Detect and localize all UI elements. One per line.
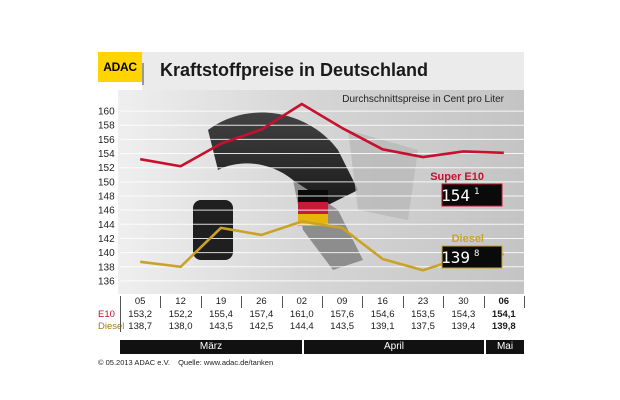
- legend-e10-decimal: 1: [474, 187, 479, 197]
- table-date-cell: 09: [336, 296, 348, 307]
- table-e10-cell: 157,4: [249, 309, 274, 320]
- title-bar: Kraftstoffpreise in Deutschland: [142, 52, 524, 90]
- legend-diesel-value: 139: [441, 248, 470, 267]
- legend-diesel-label: Diesel: [452, 233, 484, 245]
- y-tick-label: 136: [98, 276, 115, 287]
- column-separator: [402, 296, 404, 308]
- y-tick-label: 160: [98, 107, 115, 118]
- table-e10-cell: 154,6: [370, 309, 395, 320]
- y-tick-label: 150: [98, 177, 115, 188]
- column-separator: [160, 296, 162, 308]
- footer-source: Quelle: www.adac.de/tanken: [178, 358, 274, 367]
- table-e10-cell: 153,5: [411, 309, 435, 320]
- month-mai: Mai: [486, 340, 524, 354]
- table-row-e10: E10 153,2 152,2 155,4 157,4 161,0 157,6 154,6 1…: [98, 309, 524, 321]
- table-diesel-cell: 139,8: [491, 321, 516, 332]
- table-date-cell: 23: [417, 296, 429, 307]
- table-diesel-cell: 143,5: [209, 321, 233, 332]
- legend-e10-value: 154: [441, 186, 470, 205]
- month-april: April: [304, 340, 484, 354]
- table-row-dates: 05 12 19 26 02 09 16 23 30 06: [98, 296, 524, 308]
- table-e10-cell: 155,4: [209, 309, 233, 320]
- y-tick-label: 146: [98, 206, 115, 217]
- table-e10-cell: 154,3: [451, 309, 476, 320]
- column-separator: [362, 296, 364, 308]
- legend-e10-label: Super E10: [430, 171, 484, 183]
- table-diesel-cell: 137,5: [411, 321, 435, 332]
- table-diesel-cell: 144,4: [289, 321, 314, 332]
- adac-logo: ADAC: [98, 52, 142, 82]
- table-diesel-cell: 138,7: [128, 321, 153, 332]
- y-tick-label: 158: [98, 121, 115, 132]
- y-tick-label: 142: [98, 234, 115, 245]
- table-date-cell: 30: [458, 296, 469, 307]
- price-chart: 136138140142144146148150152154156158160 …: [98, 90, 524, 294]
- y-tick-label: 156: [98, 135, 115, 146]
- row-label-diesel: Diesel: [98, 321, 125, 332]
- y-tick-label: 144: [98, 220, 115, 231]
- column-separator: [241, 296, 243, 308]
- table-diesel-cell: 142,5: [249, 321, 274, 332]
- table-e10-cell: 157,6: [330, 309, 355, 320]
- chart-card: ADAC Kraftstoffpreise in Deutschland: [98, 52, 525, 382]
- column-separator: [322, 296, 323, 308]
- column-separator: [443, 296, 445, 308]
- table-date-cell: 16: [377, 296, 388, 307]
- title-divider: [142, 63, 144, 85]
- y-axis-ticks: 136 138 140 142 144 146 148 150 152 154 156 158 160: [98, 107, 115, 288]
- table-date-cell: 05: [134, 296, 146, 307]
- table-date-cell: 06: [498, 296, 510, 307]
- table-diesel-cell: 139,1: [370, 321, 395, 332]
- legend-diesel-display: [441, 245, 503, 269]
- month-maerz: März: [120, 340, 302, 354]
- table-row-diesel: Diesel 138,7 138,0 143,5 142,5 144,4 143,5 139…: [98, 321, 524, 333]
- column-separator: [281, 296, 283, 308]
- table-e10-cell: 153,2: [128, 309, 153, 320]
- column-separator: [483, 296, 485, 308]
- table-e10-cell: 152,2: [168, 309, 193, 320]
- column-separator: [120, 296, 121, 332]
- table-date-cell: 02: [296, 296, 308, 307]
- column-separator: [524, 296, 525, 308]
- month-bar: März April Mai: [98, 340, 524, 354]
- legend-diesel-decimal: 8: [474, 249, 479, 259]
- column-separator: [200, 296, 202, 308]
- table-diesel-cell: 138,0: [168, 321, 193, 332]
- table-date-cell: 12: [175, 296, 186, 307]
- chart-subtitle: Durchschnittspreise in Cent pro Liter: [342, 94, 504, 105]
- legend-e10-display: [441, 183, 503, 207]
- table-date-cell: 26: [256, 296, 267, 307]
- table-e10-cell: 154,1: [491, 309, 516, 320]
- chart-title: Kraftstoffpreise in Deutschland: [160, 60, 429, 80]
- footer: © 05.2013 ADAC e.V. Quelle: www.adac.de/…: [98, 358, 279, 367]
- series-line-e10: [139, 102, 504, 168]
- y-tick-label: 148: [98, 192, 115, 203]
- y-tick-label: 154: [98, 149, 115, 160]
- table-date-cell: 19: [215, 296, 227, 307]
- footer-copyright: © 05.2013 ADAC e.V.: [98, 358, 170, 367]
- y-tick-label: 140: [98, 248, 115, 259]
- y-tick-label: 138: [98, 262, 115, 273]
- table-diesel-cell: 139,4: [451, 321, 476, 332]
- table-diesel-cell: 143,5: [330, 321, 355, 332]
- table-e10-cell: 161,0: [289, 309, 314, 320]
- row-label-e10: E10: [98, 309, 115, 320]
- y-tick-label: 152: [98, 163, 115, 174]
